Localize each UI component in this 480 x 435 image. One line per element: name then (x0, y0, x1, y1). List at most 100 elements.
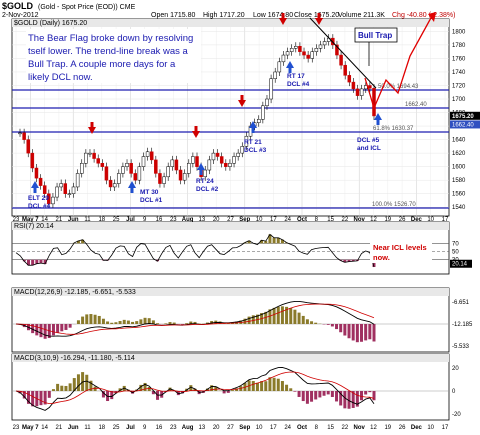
date-tick: 22 (342, 217, 349, 223)
candle-body (88, 152, 92, 155)
svg-text:DCL #4: DCL #4 (287, 81, 310, 88)
rsi-oversold-fill (39, 259, 43, 264)
macd-histogram-bar (189, 385, 193, 391)
rsi-value-tag (450, 259, 472, 268)
candle-body (34, 167, 39, 179)
candle-body (30, 152, 35, 169)
date-tick-bottom: 22 (342, 425, 349, 431)
macd-histogram-bar (301, 315, 305, 324)
label-rt17: RT 17 (287, 73, 305, 80)
date-tick: 25 (113, 217, 120, 223)
date-tick: 12 (370, 217, 377, 223)
candle-body (228, 163, 232, 167)
candle-body (75, 173, 80, 188)
macd-histogram-bar (310, 391, 314, 402)
rsi-oversold-fill (351, 259, 355, 262)
macd-histogram-bar (151, 391, 155, 395)
date-tick: Dec (411, 217, 423, 223)
rsi-value-label: 20.14 (452, 262, 468, 268)
candle-body (104, 166, 109, 181)
price-tick: 1580 (452, 178, 466, 184)
macd-signal-line (15, 371, 375, 405)
price-tick: 1760 (452, 56, 466, 62)
macd-histogram-bar (364, 391, 368, 395)
candle-body (191, 156, 195, 164)
macd1-panel (11, 287, 450, 353)
date-tick: 17 (270, 217, 277, 223)
macd-histogram-bar (93, 314, 97, 324)
macd-histogram-bar (230, 390, 234, 391)
rsi-series (15, 233, 376, 268)
candle-body (215, 152, 220, 157)
top-down-arrow-stem (240, 95, 244, 100)
macd-histogram-bar (93, 386, 97, 391)
macd-histogram-bar (293, 309, 297, 324)
date-tick-bottom: 15 (327, 425, 334, 431)
macd-histogram-bar (43, 391, 47, 405)
date-tick-bottom: Oct (297, 425, 307, 431)
macd-tick: -5.533 (452, 344, 470, 350)
macd-histogram-bar (360, 391, 364, 401)
top-down-arrow (88, 127, 96, 134)
date-tick-bottom: 25 (113, 425, 120, 431)
dcl-up-arrow (197, 163, 205, 170)
top-down-arrow (279, 18, 287, 25)
candle-body (351, 81, 356, 90)
rsi-overbought-fill (76, 240, 80, 244)
date-tick: 21 (56, 217, 63, 223)
candle-body (269, 78, 273, 100)
price-tick: 1700 (452, 97, 466, 103)
rsi-overbought-fill (247, 240, 251, 244)
macd-histogram-bar (226, 391, 230, 393)
date-tick: 9 (143, 217, 147, 223)
macd-histogram-bar (326, 391, 330, 395)
macd2-panel (11, 353, 450, 421)
macd-histogram-bar (139, 319, 143, 324)
candle-body (79, 163, 84, 174)
date-tick-bottom: Jul (126, 425, 135, 431)
fib-label-1662: 1662.40 (405, 102, 427, 108)
candle-body (38, 177, 43, 186)
cycle-labels: ELT 29 DCL #4 MT 30 DCL #1 RT 24 DCL #2 … (28, 73, 381, 210)
dcl-up-arrow (31, 181, 39, 188)
candle-body (219, 156, 224, 164)
dcl-up-arrow-stem (288, 68, 292, 73)
date-tick: 14 (41, 217, 48, 223)
candle-body (108, 179, 113, 188)
date-tick: 11 (84, 217, 91, 223)
date-tick-bottom: 11 (84, 425, 91, 431)
date-tick: 26 (399, 217, 406, 223)
macd-histogram-bar (285, 306, 289, 324)
candle-body (18, 132, 22, 135)
candle-body (22, 132, 26, 140)
candle-body (187, 163, 191, 174)
candle-body (178, 169, 183, 181)
candle-body (244, 135, 249, 147)
candle-body (359, 88, 364, 96)
macd2-label: MACD(3,10,9) -16.294, -11.180, -5.114 (14, 355, 135, 362)
macd-histogram-bar (280, 306, 284, 324)
macd-histogram-bar (76, 374, 80, 391)
rsi-tick: 50 (452, 250, 459, 256)
top-down-arrow-stem (90, 122, 94, 127)
date-tick: 10 (427, 217, 434, 223)
svg-text:DCL #2: DCL #2 (196, 186, 219, 193)
macd-histogram-bar (47, 391, 51, 398)
macd-histogram-bar (347, 324, 351, 339)
svg-text:DCL #1: DCL #1 (140, 197, 163, 204)
candle-body (207, 159, 212, 171)
macd-line (15, 367, 375, 411)
rsi-overbought-fill (260, 240, 264, 244)
annotation-line-2: tself lower. The trend-line break was a (28, 46, 189, 57)
macd-histogram-bar (60, 385, 64, 391)
label-rt24: RT 24 (196, 178, 214, 185)
macd-histogram-bar (355, 324, 359, 343)
macd-histogram-bar (364, 324, 368, 341)
price-tick: 1640 (452, 138, 466, 144)
macd-histogram-bar (26, 391, 30, 404)
macd-histogram-bar (147, 387, 151, 391)
macd2-series: 20 0 -20 (12, 366, 461, 418)
macd-histogram-bar (268, 309, 272, 324)
bull-trap-label: Bull Trap (358, 31, 392, 40)
macd-histogram-bar (139, 384, 143, 391)
